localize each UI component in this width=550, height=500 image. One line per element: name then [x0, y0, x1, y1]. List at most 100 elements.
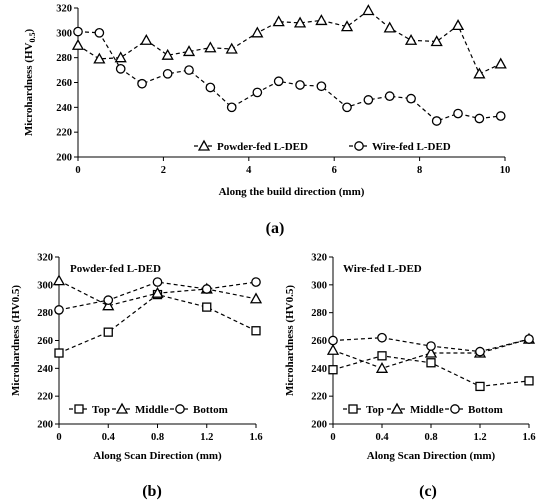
x-tick-label: 1.2: [200, 432, 213, 443]
legend-label: Middle: [410, 404, 444, 416]
square-marker: [328, 365, 338, 375]
y-tick-label: 320: [311, 253, 327, 264]
square-marker: [377, 351, 387, 361]
x-tick-label: 0.8: [424, 432, 437, 443]
square-marker: [54, 348, 64, 358]
panel-annotation: Wire-fed L-DED: [343, 263, 422, 275]
series-line-circle: [58, 281, 257, 311]
circle-marker: [363, 95, 374, 105]
y-tick-label: 200: [37, 420, 53, 431]
circle-marker: [295, 80, 305, 90]
triangle-marker: [140, 33, 153, 45]
circle-marker: [316, 81, 327, 92]
x-tick-label: 0: [75, 165, 80, 176]
y-tick-label: 220: [56, 128, 72, 139]
triangle-marker: [114, 51, 127, 63]
circle-marker: [226, 102, 237, 113]
circle-marker: [137, 78, 147, 89]
panel-caption: (b): [142, 483, 162, 500]
y-axis-label: Microhardness (HV0.5): [284, 285, 296, 396]
legend-entry: Top: [69, 404, 110, 416]
legend-triangle-marker: [115, 402, 129, 414]
y-tick-label: 260: [37, 336, 53, 347]
triangle-marker: [293, 16, 307, 28]
triangle-marker: [102, 299, 115, 311]
x-axis-label: Along Scan Direction (mm): [367, 450, 496, 462]
y-axis-label-main: Microhardness (HV: [23, 42, 35, 136]
y-tick-label: 240: [37, 364, 53, 375]
chart-c: 200 220 240 260 280 300 320 0 0.4 0.8 1.2 1.6 Along …: [284, 253, 536, 500]
circle-marker: [431, 116, 442, 126]
chart-a: 200 220 240 260 280 300 320 0 2 4 6 8 10 Along the bu…: [23, 4, 510, 238]
y-axis-label: Microhardness (HV0.5): [10, 285, 22, 396]
series-line-triangle: [332, 338, 530, 369]
x-tick-label: 8: [417, 165, 422, 176]
y-axis-label-subscript: 0.5: [28, 33, 37, 43]
triangle-marker: [340, 20, 354, 32]
circle-marker: [495, 111, 506, 121]
x-tick-label: 2: [161, 165, 166, 176]
y-tick-label: 280: [56, 53, 72, 64]
square-marker: [251, 326, 261, 336]
circle-marker: [328, 335, 338, 346]
triangle-marker: [272, 15, 285, 27]
y-tick-label: 260: [311, 336, 327, 347]
legend-entry: Top: [343, 404, 384, 416]
y-tick-label: 220: [311, 392, 327, 403]
legend-entry: Middle: [112, 402, 169, 416]
y-tick-label: 320: [56, 4, 72, 15]
panel-caption: (c): [419, 483, 437, 500]
legend-label: Top: [92, 404, 110, 416]
legend-circle-marker: [354, 141, 364, 151]
x-tick-label: 4: [246, 165, 252, 176]
circle-marker: [94, 27, 105, 38]
triangle-marker: [249, 292, 263, 304]
y-axis-label-end: ): [23, 29, 35, 33]
triangle-marker: [93, 52, 106, 64]
y-tick-label: 280: [37, 308, 53, 319]
legend-entry: Powder-fed L-DED: [194, 139, 308, 153]
circle-marker: [201, 284, 212, 294]
series-line-square: [58, 293, 257, 354]
y-tick-label: 320: [37, 253, 53, 264]
y-axis-label: Microhardness (HV0.5): [23, 29, 37, 137]
triangle-marker: [251, 26, 264, 38]
x-tick-label: 1.2: [473, 432, 486, 443]
legend-label: Middle: [135, 404, 169, 416]
y-tick-label: 300: [56, 28, 72, 39]
triangle-marker: [182, 45, 196, 57]
legend-square-marker: [348, 404, 358, 414]
legend-entry: Bottom: [170, 404, 228, 416]
triangle-marker: [71, 38, 85, 50]
legend-triangle-marker: [197, 139, 211, 151]
legend-triangle-marker: [390, 402, 404, 414]
triangle-marker: [451, 19, 465, 31]
circle-marker: [115, 63, 126, 74]
x-tick-label: 0: [56, 432, 61, 443]
circle-marker: [251, 277, 261, 287]
legend-entry: Middle: [387, 402, 444, 416]
square-marker: [524, 376, 534, 386]
triangle-marker: [151, 286, 164, 298]
legend-label: Bottom: [193, 404, 228, 416]
triangle-marker: [326, 343, 340, 355]
legend-circle-marker: [450, 404, 460, 414]
circle-marker: [205, 82, 216, 93]
circle-marker: [103, 295, 114, 305]
legend-circle-marker: [175, 404, 185, 414]
triangle-marker: [473, 67, 486, 79]
circle-marker: [377, 332, 387, 343]
triangle-marker: [404, 33, 418, 45]
legend-label: Top: [366, 404, 384, 416]
x-tick-label: 0.4: [375, 432, 389, 443]
y-tick-label: 200: [311, 420, 327, 431]
triangle-marker: [52, 274, 66, 286]
x-tick-label: 1.6: [249, 432, 262, 443]
triangle-marker: [430, 35, 443, 47]
y-tick-label: 240: [311, 364, 327, 375]
circle-marker: [342, 102, 352, 113]
circle-marker: [474, 113, 485, 124]
circle-marker: [475, 346, 485, 357]
y-tick-label: 200: [56, 153, 72, 164]
